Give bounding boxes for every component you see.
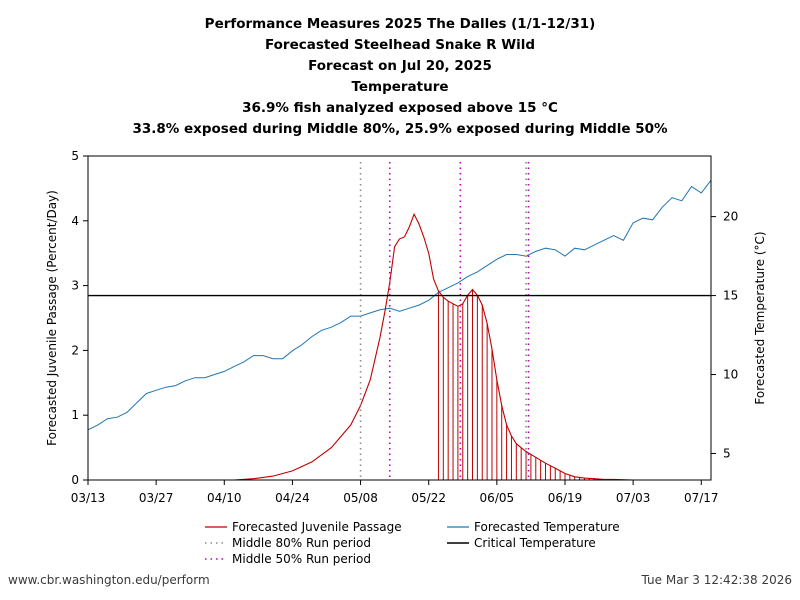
y-right-tick-label: 5 <box>723 446 731 460</box>
footer-timestamp: Tue Mar 3 12:42:38 2026 <box>641 573 792 587</box>
chart-subtitle-measure: Temperature <box>351 79 449 95</box>
x-tick-label: 04/10 <box>207 491 242 505</box>
run-period-lines <box>359 162 530 480</box>
exposure-bars <box>437 289 620 480</box>
x-tick-label: 07/17 <box>684 491 719 505</box>
legend-label-critical: Critical Temperature <box>474 536 596 550</box>
x-tick-label: 06/19 <box>548 491 583 505</box>
legend-label-mid50: Middle 50% Run period <box>232 552 371 566</box>
y-left-tick-label: 4 <box>71 214 79 228</box>
y-left-tick-label: 0 <box>71 473 79 487</box>
y-axis-right-label: Forecasted Temperature (°C) <box>753 231 767 404</box>
y-axis-left-label: Forecasted Juvenile Passage (Percent/Day… <box>45 190 59 446</box>
x-tick-label: 04/24 <box>275 491 310 505</box>
legend-label-passage: Forecasted Juvenile Passage <box>232 520 402 534</box>
legend-label-temperature: Forecasted Temperature <box>474 520 620 534</box>
x-tick-label: 05/08 <box>343 491 378 505</box>
x-tick-label: 05/22 <box>411 491 446 505</box>
x-tick-label: 03/27 <box>139 491 174 505</box>
footer-url: www.cbr.washington.edu/perform <box>8 573 210 587</box>
chart-subtitle-exposure-periods: 33.8% exposed during Middle 80%, 25.9% e… <box>132 121 668 137</box>
passage-series <box>233 212 653 481</box>
chart-subtitle-species: Forecasted Steelhead Snake R Wild <box>264 37 536 53</box>
x-tick-label: 03/13 <box>71 491 106 505</box>
chart-title: Performance Measures 2025 The Dalles (1/… <box>204 16 596 32</box>
y-left-tick-label: 1 <box>71 408 79 422</box>
temperature-series <box>87 179 712 431</box>
y-left-tick-label: 5 <box>71 149 79 163</box>
x-tick-label: 07/03 <box>616 491 651 505</box>
plot-frame <box>87 155 712 481</box>
chart-subtitle-forecast-date: Forecast on Jul 20, 2025 <box>308 58 492 74</box>
legend-label-mid80: Middle 80% Run period <box>232 536 371 550</box>
y-right-tick-label: 15 <box>723 289 738 303</box>
y-right-tick-label: 20 <box>723 210 738 224</box>
temperature-line <box>87 179 712 431</box>
chart-titles: Performance Measures 2025 The Dalles (1/… <box>0 14 800 140</box>
passage-line <box>233 212 653 481</box>
y-left-tick-label: 2 <box>71 343 79 357</box>
y-left-tick-label: 3 <box>71 279 79 293</box>
plot-axes: 0 1 2 3 4 5 5 10 15 20 03/13 03/27 04/10 04/24 05/08 05… <box>71 149 739 505</box>
chart-subtitle-exposure: 36.9% fish analyzed exposed above 15 °C <box>242 100 558 116</box>
x-tick-label: 06/05 <box>480 491 515 505</box>
y-right-tick-label: 10 <box>723 368 738 382</box>
